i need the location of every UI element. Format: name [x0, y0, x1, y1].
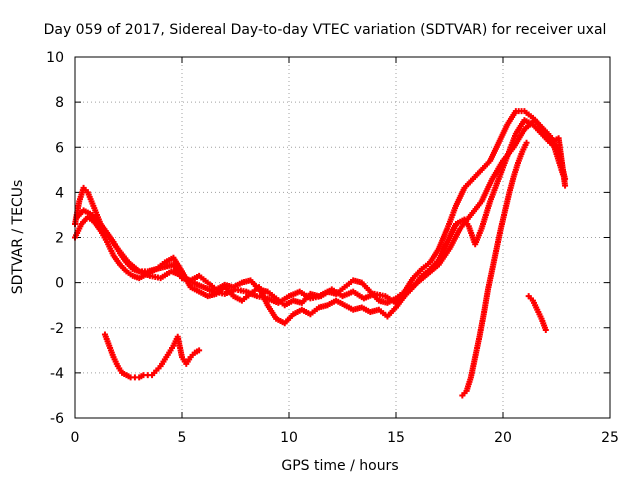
y-tick-label: -4 [50, 366, 64, 382]
y-tick-label: -6 [50, 411, 64, 427]
plot-frame [74, 56, 611, 419]
grid [74, 56, 611, 419]
data-point [523, 139, 530, 146]
y-tick-label: 8 [55, 95, 64, 111]
data-point [559, 171, 566, 178]
series-evening-rise [459, 139, 530, 399]
x-axis-label: GPS time / hours [281, 458, 398, 474]
series-upper-band-c [74, 117, 566, 306]
chart-title: Day 059 of 2017, Sidereal Day-to-day VTE… [44, 22, 607, 38]
data-points [72, 108, 569, 399]
data-point [196, 347, 203, 354]
x-tick-label: 5 [178, 430, 187, 446]
data-point [542, 327, 549, 334]
y-tick-label: -2 [50, 321, 64, 337]
data-point [562, 182, 569, 189]
y-tick-label: 6 [55, 140, 64, 156]
x-tick-label: 20 [494, 430, 512, 446]
y-axis-label: SDTVAR / TECUs [10, 180, 26, 295]
y-tick-label: 10 [46, 50, 64, 66]
x-tick-label: 10 [280, 430, 298, 446]
y-tick-label: 4 [55, 185, 64, 201]
x-tick-label: 25 [601, 430, 619, 446]
y-tick-label: 2 [55, 231, 64, 247]
series-late-drop [525, 293, 549, 334]
x-tick-label: 0 [71, 430, 80, 446]
x-tick-label: 15 [387, 430, 405, 446]
y-tick-label: 0 [55, 276, 64, 292]
tick-labels: 0 5 10 15 20 25 -6 -4 -2 0 2 4 6 8 10 [46, 50, 619, 446]
series-morning-arc [101, 331, 203, 381]
